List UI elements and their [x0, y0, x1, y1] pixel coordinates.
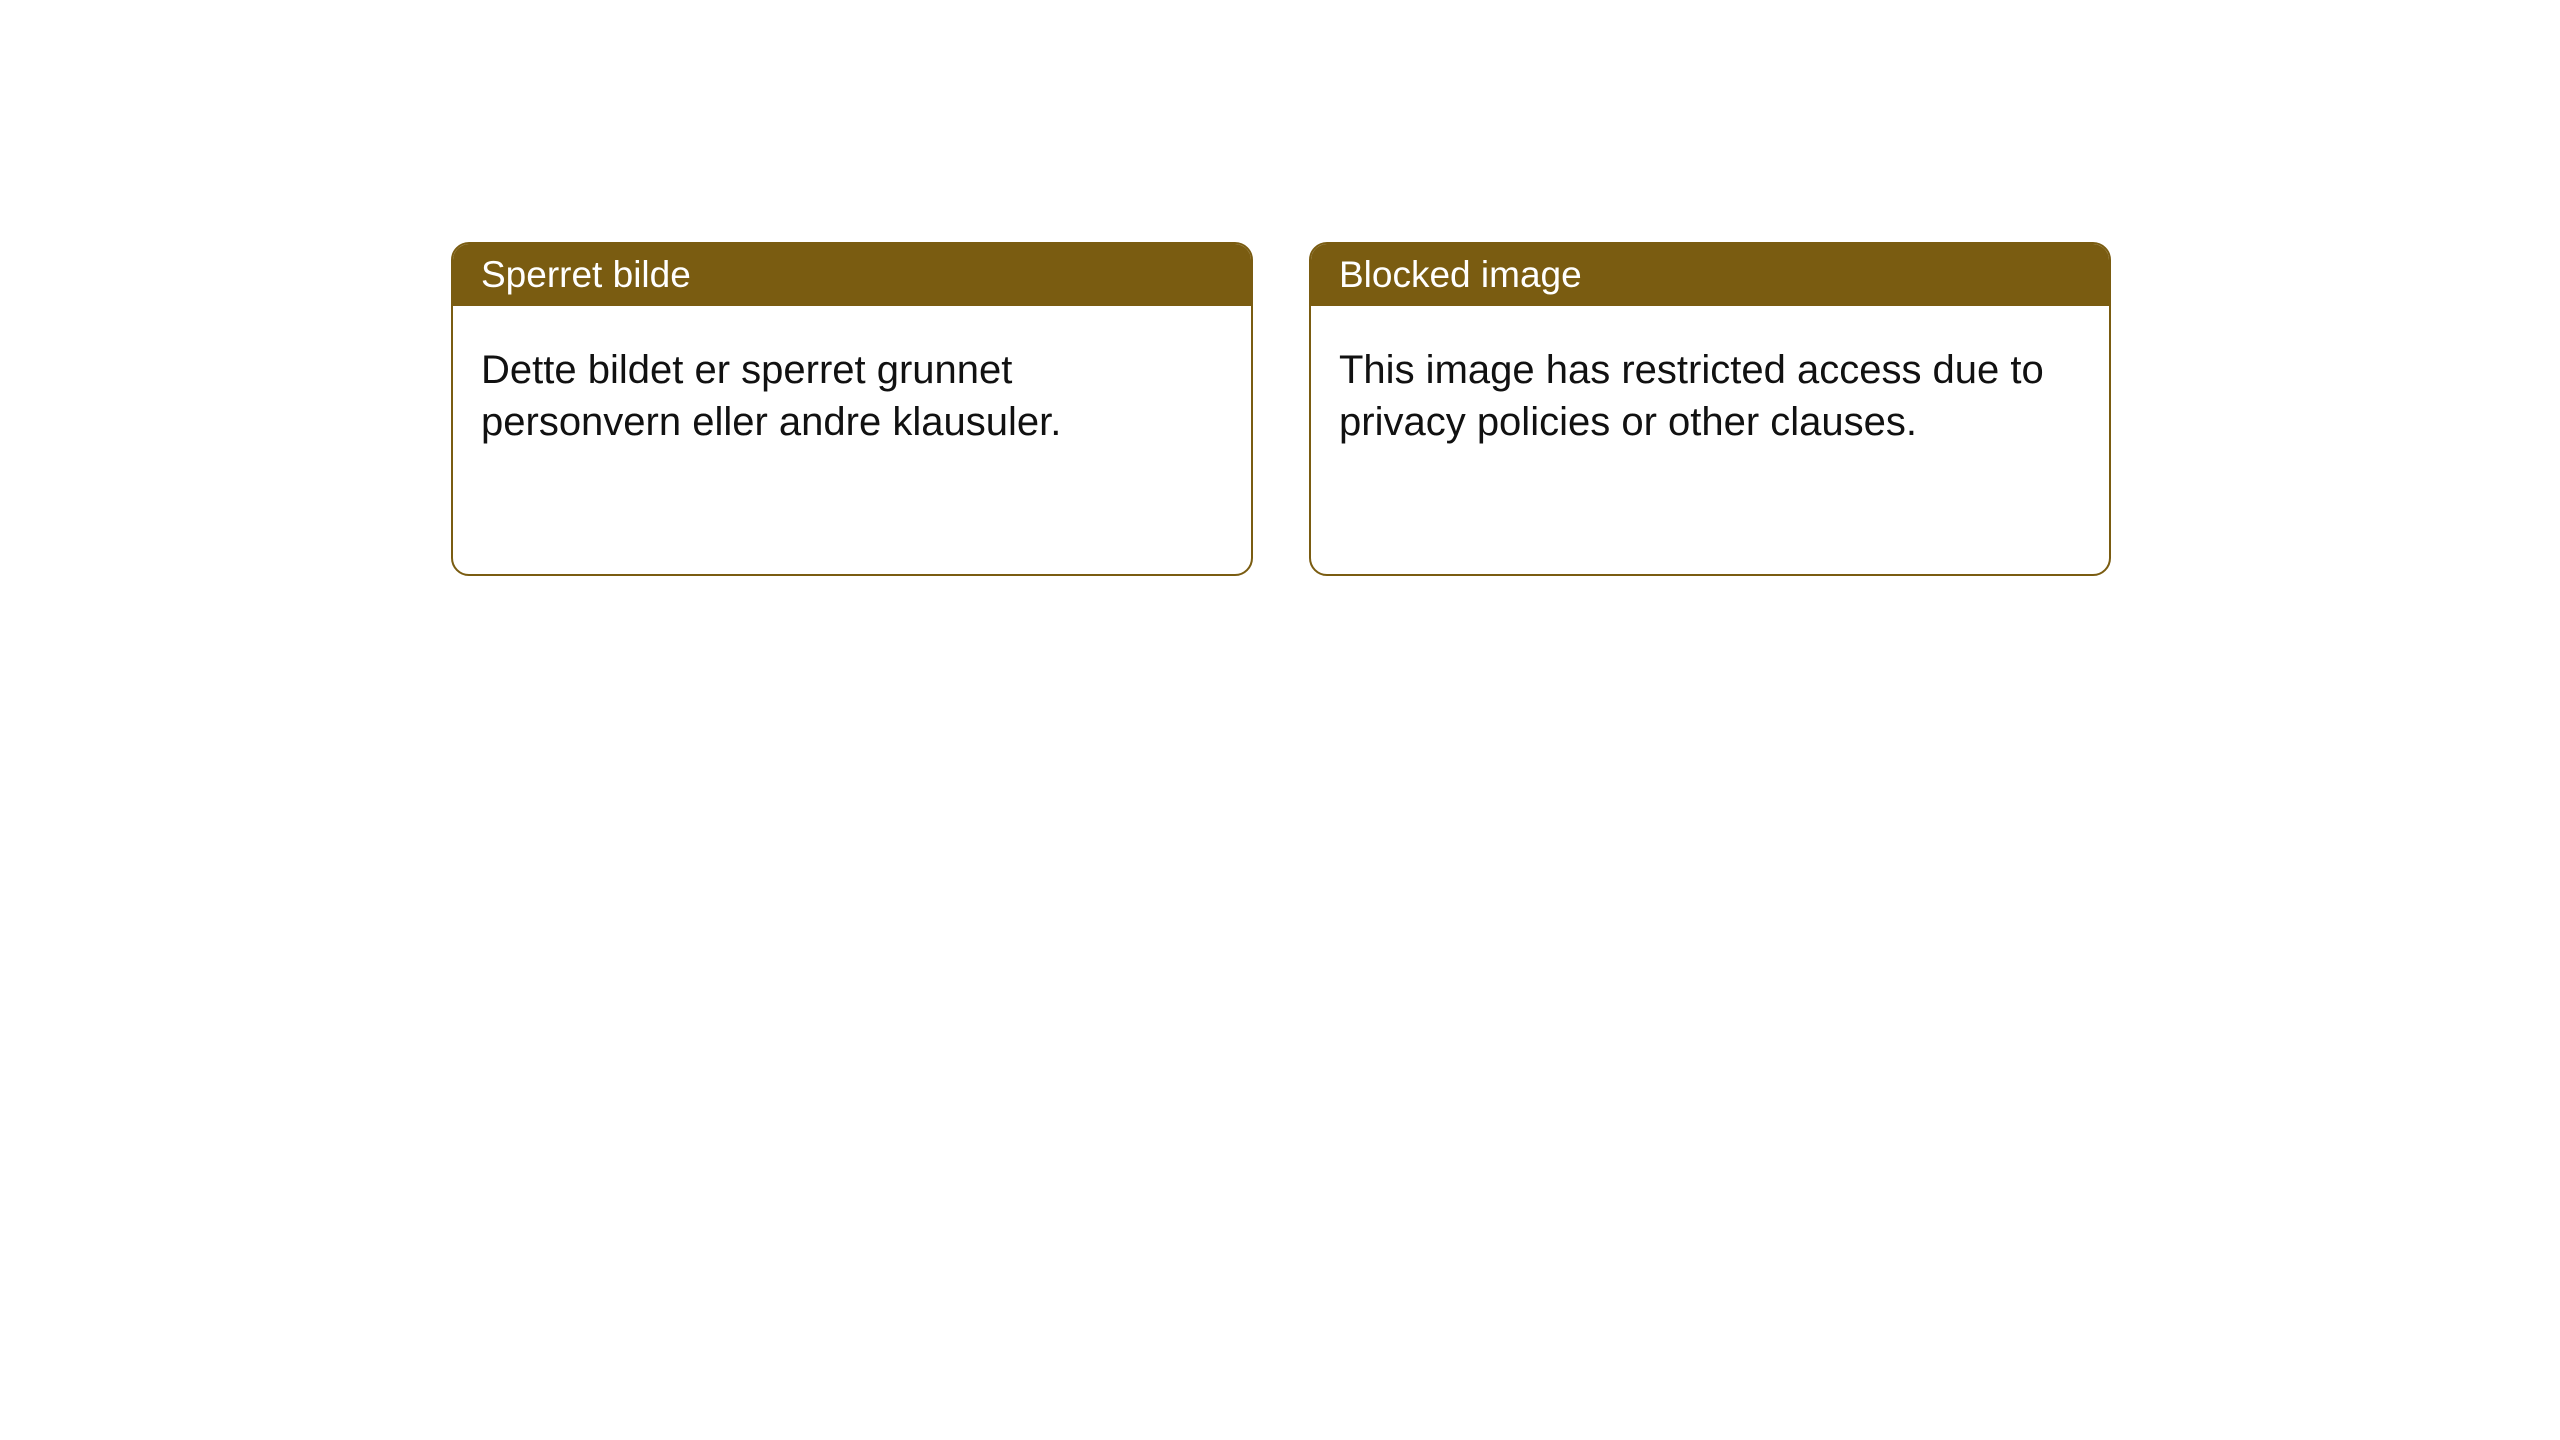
card-body-text: This image has restricted access due to … [1339, 348, 2044, 444]
card-header: Blocked image [1311, 244, 2109, 306]
card-body: Dette bildet er sperret grunnet personve… [453, 306, 1251, 486]
notice-cards-container: Sperret bilde Dette bildet er sperret gr… [0, 0, 2560, 576]
blocked-image-card-no: Sperret bilde Dette bildet er sperret gr… [451, 242, 1253, 576]
card-body: This image has restricted access due to … [1311, 306, 2109, 486]
card-body-text: Dette bildet er sperret grunnet personve… [481, 348, 1061, 444]
card-title: Blocked image [1339, 254, 1582, 295]
blocked-image-card-en: Blocked image This image has restricted … [1309, 242, 2111, 576]
card-header: Sperret bilde [453, 244, 1251, 306]
card-title: Sperret bilde [481, 254, 691, 295]
